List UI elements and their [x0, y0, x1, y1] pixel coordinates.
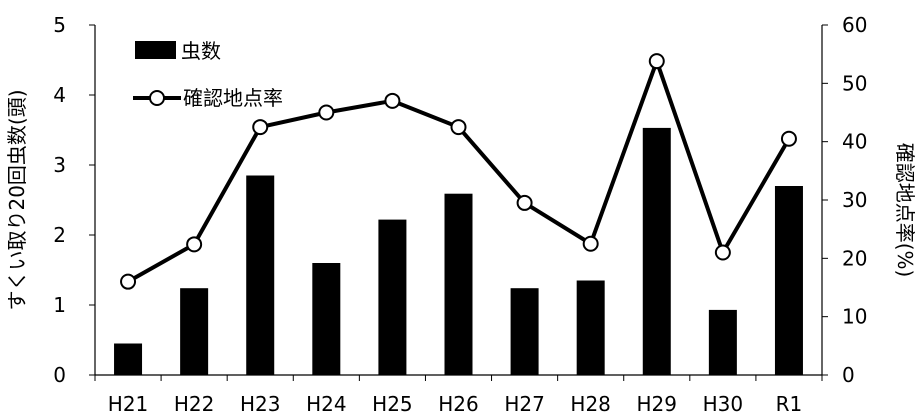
x-tick-label: H23 [240, 392, 281, 416]
bar [642, 127, 671, 376]
line-point [516, 194, 533, 211]
line-point [582, 235, 599, 252]
bar [510, 288, 539, 375]
left-y-tick-label: 2 [53, 223, 66, 247]
right-y-tick-label: 50 [842, 71, 867, 95]
x-tick-label: H22 [174, 392, 215, 416]
x-tick-label: H30 [703, 392, 744, 416]
left-y-tick-label: 3 [53, 153, 66, 177]
x-tick-label: H25 [372, 392, 413, 416]
left-y-tick-label: 4 [53, 83, 66, 107]
bar-series [114, 127, 803, 376]
legend-line-marker [149, 90, 165, 106]
x-tick-label: H24 [306, 392, 347, 416]
legend-bar-label: 虫数 [181, 39, 221, 63]
line-series [120, 53, 797, 290]
right-y-tick-label: 0 [842, 363, 855, 387]
line-point [714, 244, 731, 261]
x-tick-label: H28 [570, 392, 611, 416]
left-y-tick-label: 5 [53, 13, 66, 37]
bar [576, 280, 605, 375]
line-point [252, 119, 269, 136]
bar [378, 219, 407, 375]
line-point [186, 236, 203, 253]
bar [708, 309, 737, 375]
x-tick-label: H29 [637, 392, 678, 416]
bar [114, 343, 143, 375]
x-tick-labels: H21 H22 H23 H24 H25 H26 H27 H28 H29 H30 R1 [108, 392, 802, 416]
right-y-tick-label: 40 [842, 130, 867, 154]
x-tick-label: R1 [776, 392, 803, 416]
x-tick-label: H26 [438, 392, 479, 416]
bar [246, 175, 275, 375]
left-axis-title: すくい取り20回虫数(頭) [5, 89, 29, 310]
right-y-tick-label: 60 [842, 13, 867, 37]
right-axis-title: 確認地点率(%) [893, 143, 915, 278]
bar [312, 263, 341, 375]
bar [444, 193, 473, 375]
x-tick-label: H21 [108, 392, 149, 416]
legend-line-label: 確認地点率 [183, 86, 283, 110]
right-y-tick-labels: 0 10 20 30 40 50 60 [842, 13, 867, 387]
legend: 虫数 確認地点率 [133, 39, 283, 110]
right-y-tick-label: 30 [842, 188, 867, 212]
bar [180, 288, 209, 375]
left-y-tick-label: 0 [53, 363, 66, 387]
right-y-tick-label: 10 [842, 305, 867, 329]
right-y-tick-label: 20 [842, 246, 867, 270]
bar [774, 186, 803, 375]
x-tick-label: H27 [504, 392, 545, 416]
line-point [120, 273, 137, 290]
line-point [780, 130, 797, 147]
legend-bar-swatch [135, 41, 176, 59]
left-y-tick-label: 1 [53, 293, 66, 317]
line-point [450, 119, 467, 136]
line-point [384, 92, 401, 109]
line-point [648, 53, 665, 70]
line-point [318, 104, 335, 121]
left-y-tick-labels: 0 1 2 3 4 5 [53, 13, 66, 387]
